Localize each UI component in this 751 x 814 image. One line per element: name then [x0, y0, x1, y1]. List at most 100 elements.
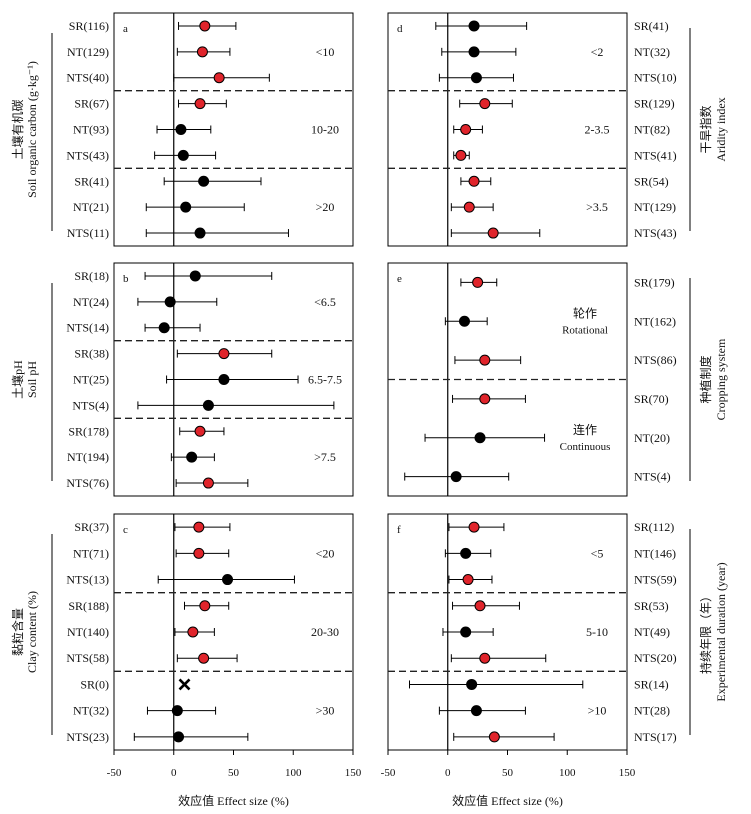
panel-letter: f	[397, 524, 401, 536]
effect-point	[194, 227, 206, 239]
effect-point	[455, 149, 467, 161]
effect-point	[466, 678, 478, 690]
effect-point	[463, 201, 475, 213]
panel-letter: b	[123, 273, 129, 285]
effect-point	[479, 98, 491, 110]
effect-point	[189, 270, 201, 282]
effect-point	[479, 393, 491, 405]
row-label: NTS(10)	[634, 71, 677, 85]
row-label: SR(129)	[634, 97, 675, 111]
row-label: NTS(4)	[72, 398, 109, 412]
effect-point	[218, 348, 230, 360]
x-axis-title: 效应值 Effect size (%)	[452, 793, 563, 808]
no-data-marker	[178, 678, 191, 691]
row-label: SR(0)	[80, 677, 109, 691]
group-label: >7.5	[314, 450, 336, 464]
effect-point	[470, 72, 482, 84]
x-axis-title: 效应值 Effect size (%)	[178, 793, 289, 808]
panel-c: c SR(37) NT(71) NTS(13) <20 SR(188) NT(140) NTS…	[10, 513, 362, 808]
effect-point	[171, 705, 183, 717]
effect-point	[468, 175, 480, 187]
panel-frame	[387, 12, 628, 247]
y-axis-title: 持续年限（年）Experimental duration (year)	[698, 562, 728, 701]
effect-point	[199, 600, 211, 612]
row-label: NT(162)	[634, 314, 676, 328]
effect-point	[474, 432, 486, 444]
y-axis-title-en: Experimental duration (year)	[714, 562, 728, 701]
row-label: NTS(76)	[66, 476, 109, 490]
effect-point	[462, 574, 474, 586]
effect-point	[488, 731, 500, 743]
x-tick-label: 150	[345, 767, 362, 779]
group-label: 连作	[573, 422, 597, 437]
row-label: NT(21)	[73, 200, 109, 214]
group-label: >10	[588, 704, 607, 718]
y-axis-title: 种植制度Cropping system	[698, 338, 728, 420]
row-label: NT(93)	[73, 123, 109, 137]
panel-letter: c	[123, 524, 128, 536]
group-label: <6.5	[314, 295, 336, 309]
x-tick-label: 0	[171, 767, 177, 779]
row-label: SR(53)	[634, 599, 669, 613]
y-axis-title: 干旱指数Aridity index	[698, 97, 728, 161]
y-axis-title-en: Cropping system	[714, 338, 728, 420]
y-axis-title: 黏粒含量Clay content (%)	[10, 591, 39, 673]
group-label: 20-30	[311, 625, 339, 639]
row-label: NTS(17)	[634, 730, 677, 744]
row-label: SR(67)	[74, 97, 109, 111]
group-label: 2-3.5	[585, 123, 610, 137]
panel-frame	[113, 262, 354, 497]
group-label: 轮作	[573, 306, 597, 320]
effect-point	[175, 124, 187, 135]
x-tick-label: 100	[559, 767, 576, 779]
panel-letter: e	[397, 273, 402, 285]
row-label: SR(41)	[74, 174, 109, 188]
y-axis-title-zh: 土壤pH	[10, 360, 25, 399]
group-label: >20	[316, 200, 335, 214]
effect-point	[180, 201, 192, 213]
row-label: NTS(23)	[66, 730, 109, 744]
effect-point	[193, 521, 205, 533]
effect-point	[194, 425, 206, 437]
row-label: NTS(59)	[634, 573, 677, 587]
group-label-en: Continuous	[560, 441, 611, 453]
row-label: NTS(20)	[634, 651, 677, 665]
y-axis-title-zh: 干旱指数	[698, 105, 713, 153]
row-label: NT(20)	[634, 431, 670, 445]
effect-point	[468, 46, 480, 58]
effect-point	[470, 705, 482, 717]
y-axis-title: 土壤有机碳Soil organic carbon (g·kg⁻¹)	[10, 61, 39, 198]
row-label: NT(194)	[67, 450, 109, 464]
effect-point	[193, 547, 205, 559]
effect-point	[450, 471, 462, 483]
panel-letter: d	[397, 23, 403, 35]
group-label-en: Rotational	[562, 324, 608, 336]
effect-point	[199, 20, 211, 32]
panel-letter: a	[123, 23, 128, 35]
panel-a: a SR(116) NT(129) NTS(40) <10 SR(67) NT(93) NTS…	[10, 12, 354, 247]
effect-point	[487, 227, 499, 239]
row-label: NTS(58)	[66, 651, 109, 665]
panel-e: e SR(179) NT(162) NTS(86) 轮作 Rotational SR(70)…	[387, 262, 728, 497]
row-label: SR(37)	[74, 520, 109, 534]
effect-point	[186, 451, 198, 463]
effect-point	[460, 626, 472, 638]
group-label: 5-10	[586, 625, 608, 639]
effect-point	[479, 354, 491, 366]
row-label: SR(41)	[634, 19, 669, 33]
row-label: NT(146)	[634, 546, 676, 560]
y-axis-title-en: Soil pH	[25, 361, 39, 398]
y-axis-title-zh: 黏粒含量	[10, 608, 25, 656]
y-axis-title-zh: 土壤有机碳	[10, 99, 25, 159]
effect-point	[196, 46, 208, 58]
row-label: NT(129)	[634, 200, 676, 214]
effect-point	[194, 98, 206, 110]
effect-point	[460, 124, 472, 135]
row-label: SR(54)	[634, 174, 669, 188]
x-tick-label: 0	[445, 767, 451, 779]
row-label: NT(129)	[67, 45, 109, 59]
group-label: >30	[316, 704, 335, 718]
x-tick-label: 100	[285, 767, 302, 779]
effect-point	[173, 731, 185, 743]
row-label: NT(32)	[73, 704, 109, 718]
